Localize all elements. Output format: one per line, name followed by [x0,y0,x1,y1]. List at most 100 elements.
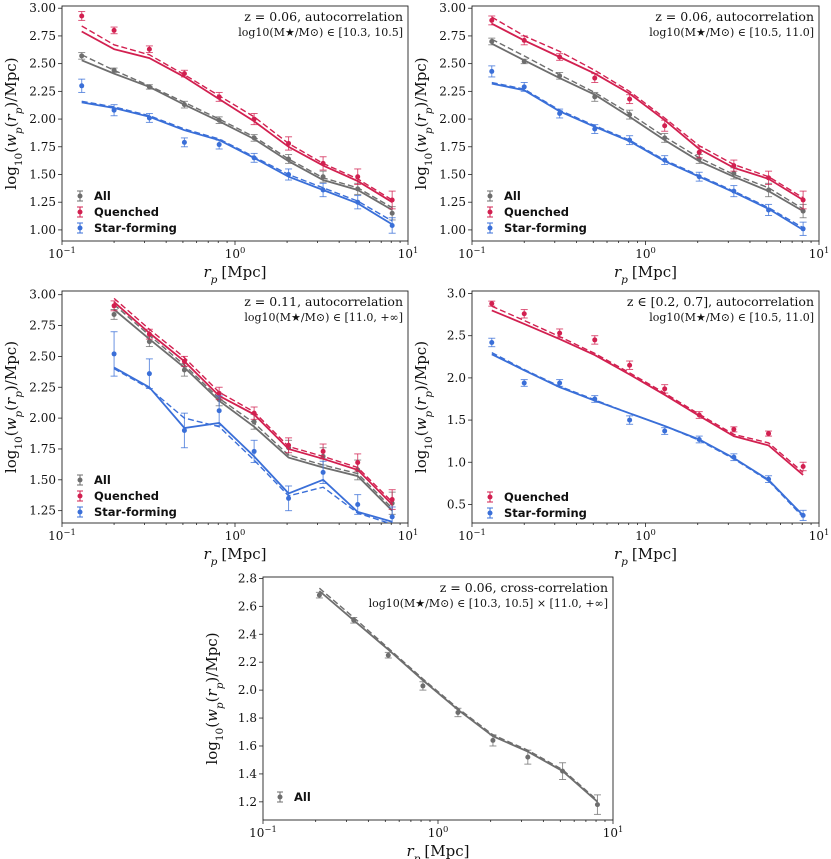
legend-marker [77,509,83,515]
data-point-all [557,73,563,79]
data-point-star-forming [251,155,257,161]
data-point-star-forming [592,126,598,132]
plot-frame [262,576,614,821]
data-point-star-forming [146,371,152,377]
panel-subtitle: log10(M★/M⊙) ∈ [10.5, 11.0] [649,26,814,39]
y-tick-label: 3.00 [29,1,56,15]
data-point-star-forming [521,380,527,386]
legend-label: Quenched [94,205,159,219]
data-point-quenched [320,448,326,454]
y-tick-label: 1.2 [238,795,257,809]
panel-p1: 10−1 100 101 1.00 1.25 1.50 1.75 2.00 2.25 2.50 2.… [2,1,418,286]
model-solid-line-star-forming [491,353,804,517]
panel-title: z = 0.06, cross-correlation [440,580,608,595]
data-point-all [355,186,361,192]
y-tick-label: 1.75 [29,140,56,154]
y-tick-label: 3.00 [439,1,466,15]
data-point-quenched [216,390,222,396]
data-point-quenched [111,303,117,309]
y-tick-label: 1.50 [29,167,56,181]
y-tick-label: 2.0 [238,683,257,697]
model-dashed-line-quenched [81,25,393,201]
y-tick-label: 2.50 [439,57,466,71]
data-point-quenched [592,337,598,343]
legend-label: All [94,189,111,203]
y-axis-label: log10(wp(rp)/Mpc) [2,57,25,189]
data-point-all [766,187,772,193]
panel-subtitle: log10(M★/M⊙) ∈ [10.3, 10.5] [238,26,403,39]
data-point-star-forming [320,469,326,475]
data-point-quenched [489,17,495,23]
y-tick-label: 1.50 [29,473,56,487]
y-tick-label: 2.50 [29,57,56,71]
legend-marker [77,209,83,215]
data-point-all [521,58,527,64]
y-tick-label: 2.25 [29,84,56,98]
data-point-all [525,754,531,760]
data-point-all [111,67,117,73]
data-point-quenched [696,412,702,418]
data-point-star-forming [662,157,668,163]
data-point-all [731,170,737,176]
data-point-quenched [181,358,187,364]
panel-subtitle: log10(M★/M⊙) ∈ [10.3, 10.5] × [11.0, +∞] [369,597,608,610]
data-point-star-forming [489,68,495,74]
x-tick-label: 101 [398,245,419,261]
data-point-quenched [79,13,85,19]
x-tick-label: 10−1 [249,824,277,840]
data-point-star-forming [766,207,772,213]
data-point-star-forming [251,448,257,454]
x-tick-label: 101 [398,527,419,543]
data-point-star-forming [627,417,633,423]
y-tick-label: 2.4 [238,627,257,641]
data-point-all [420,683,426,689]
data-point-quenched [320,160,326,166]
data-point-star-forming [800,226,806,232]
data-point-star-forming [766,476,772,482]
y-tick-label: 1.75 [439,140,466,154]
data-point-star-forming [662,428,668,434]
data-point-quenched [251,410,257,416]
data-point-all [389,210,395,216]
x-tick-label: 100 [428,824,449,840]
data-point-all [800,208,806,214]
panel-p5: 10−1 100 101 1.2 1.4 1.6 1.8 2.0 2.2 2.4 2.6 2.8 rp[… [203,571,623,859]
y-tick-label: 1.25 [29,195,56,209]
data-point-star-forming [731,188,737,194]
data-point-star-forming [389,222,395,228]
data-point-quenched [181,71,187,77]
y-tick-label: 2.75 [29,319,56,333]
panel-title: z ∈ [0.2, 0.7], autocorrelation [627,294,814,309]
data-layer [315,587,601,815]
data-point-star-forming [389,514,395,520]
data-point-star-forming [216,142,222,148]
data-point-quenched [766,431,772,437]
y-tick-label: 1.25 [439,195,466,209]
x-axis-label: rp [Mpc] [204,263,267,286]
data-point-quenched [592,75,598,81]
data-point-quenched [731,163,737,169]
data-point-all [146,339,152,345]
legend-label: Star-forming [504,221,587,235]
data-point-quenched [251,116,257,122]
data-point-star-forming [696,174,702,180]
x-tick-label: 101 [809,527,830,543]
data-point-all [662,135,668,141]
legend-label: Quenched [94,489,159,503]
data-point-all [560,768,566,774]
data-point-all [216,117,222,123]
y-tick-label: 1.6 [238,739,257,753]
data-point-quenched [216,94,222,100]
legend-label: All [504,189,521,203]
y-tick-label: 2.75 [29,29,56,43]
legend-marker [487,209,493,215]
data-point-quenched [627,96,633,102]
data-point-all [320,174,326,180]
data-point-all [286,156,292,162]
data-point-all [351,617,357,623]
x-axis-label: rp [Mpc] [614,263,677,286]
data-point-all [316,592,322,598]
y-tick-label: 2.2 [238,655,257,669]
y-tick-label: 2.0 [447,371,466,385]
model-solid-line-all [113,308,393,512]
